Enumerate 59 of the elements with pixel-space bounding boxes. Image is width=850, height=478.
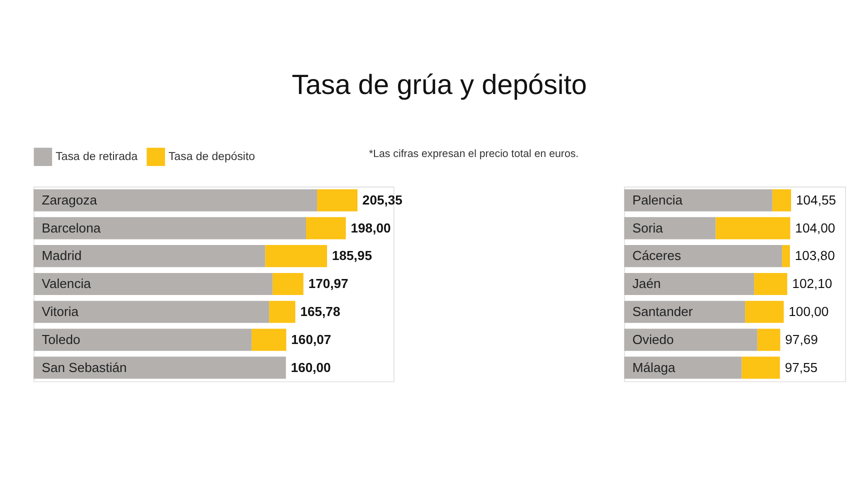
bar	[754, 272, 788, 296]
y-tick-label: Jaén	[632, 276, 661, 292]
bar	[272, 272, 304, 296]
text: *Las cifras expresan el precio total en euros.	[368, 148, 579, 160]
bar	[265, 245, 328, 268]
y-tick-label: Cáceres	[632, 248, 682, 264]
bar	[624, 189, 772, 212]
bar	[34, 272, 273, 296]
bar	[742, 356, 780, 379]
annotation: 97,69	[785, 332, 818, 347]
legend-label: Tasa de depósito	[168, 151, 256, 164]
annotation: 103,80	[794, 248, 835, 264]
annotation: 205,35	[362, 192, 402, 208]
bar	[745, 300, 784, 323]
bar	[306, 217, 346, 240]
y-tick-label: Valencia	[42, 276, 92, 292]
bar	[34, 217, 306, 240]
annotation: 170,97	[308, 276, 348, 292]
bar	[772, 189, 792, 212]
y-tick-label: Vitoria	[42, 304, 80, 319]
bar	[269, 300, 296, 323]
bar	[34, 356, 286, 379]
y-tick-label: San Sebastián	[42, 360, 127, 375]
y-tick-label: Palencia	[632, 192, 684, 208]
y-tick-label: Oviedo	[632, 332, 674, 347]
annotation: 102,10	[792, 276, 832, 292]
y-tick-label: Barcelona	[42, 220, 102, 236]
legend-label: Tasa de retirada	[56, 151, 138, 164]
bar	[624, 245, 782, 268]
annotation: 104,00	[795, 220, 836, 236]
bar	[34, 245, 266, 268]
annotation: 160,00	[290, 360, 331, 375]
bar	[34, 300, 270, 323]
bar	[624, 272, 754, 296]
annotation: 97,55	[784, 360, 818, 375]
bar	[34, 189, 318, 212]
annotation: 198,00	[350, 220, 391, 236]
annotation: 185,95	[332, 248, 372, 264]
bar	[624, 217, 716, 240]
bar	[317, 189, 358, 212]
bar	[716, 217, 790, 240]
y-tick-label: Madrid	[42, 248, 82, 264]
y-tick-label: Soria	[632, 220, 664, 236]
annotation: 104,55	[796, 192, 836, 208]
y-tick-label: Santander	[632, 304, 694, 319]
bar	[34, 328, 252, 351]
annotation: 165,78	[300, 304, 340, 319]
annotation: 100,00	[788, 304, 829, 319]
bar	[757, 328, 780, 351]
annotation: 160,07	[291, 332, 332, 347]
text: Tasa de grúa y depósito	[292, 68, 587, 100]
bar	[252, 328, 286, 351]
y-tick-label: Málaga	[632, 360, 676, 375]
y-tick-label: Toledo	[42, 332, 80, 347]
y-tick-label: Zaragoza	[42, 192, 98, 208]
bar	[782, 245, 790, 268]
bar	[624, 356, 742, 379]
bar	[624, 300, 746, 323]
bar	[624, 328, 758, 351]
